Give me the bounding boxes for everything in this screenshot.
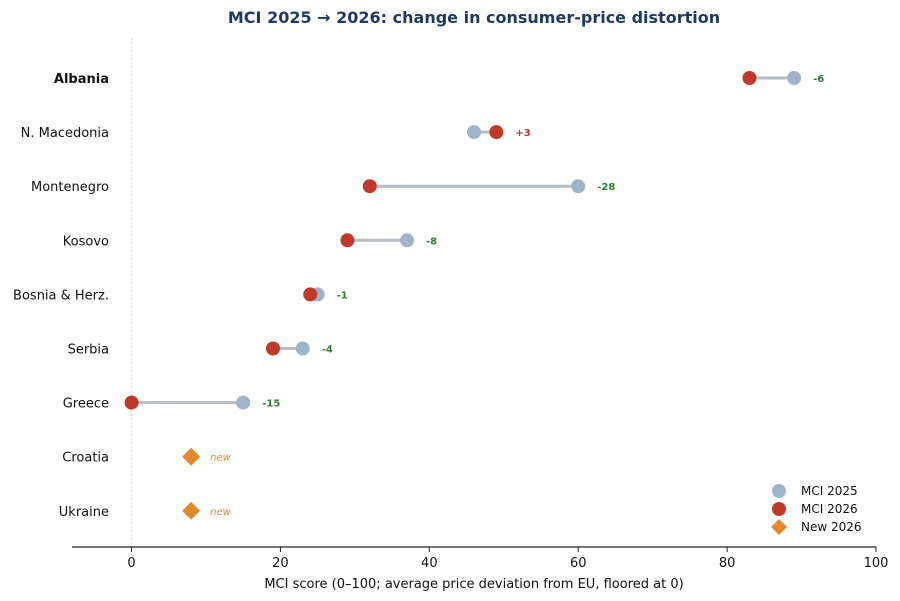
country-label: Montenegro — [31, 180, 109, 195]
delta-label: -28 — [597, 182, 615, 193]
x-tick-label: 80 — [719, 556, 736, 571]
mci-2025-point — [467, 125, 481, 140]
label-layer: Albania -6 N. Macedonia +3 Montenegro -28 Koso… — [13, 72, 824, 520]
x-axis: 0 20 40 60 80 100 — [72, 546, 889, 571]
legend: MCI 2025 MCI 2026 New 2026 — [771, 484, 862, 535]
country-label: Croatia — [62, 451, 109, 466]
mci-2026-point — [489, 125, 504, 140]
new-tag-label: new — [210, 507, 231, 518]
connector-layer — [131, 76, 795, 405]
mci-2026-point — [124, 395, 139, 410]
country-label: Serbia — [68, 343, 109, 358]
mci-2026-point — [362, 179, 377, 194]
x-tick-label: 40 — [421, 556, 438, 571]
legend-label: New 2026 — [801, 520, 862, 534]
x-tick-label: 0 — [127, 556, 135, 571]
mci-2026-point — [303, 287, 318, 302]
legend-label: MCI 2025 — [801, 484, 858, 498]
country-label: N. Macedonia — [21, 126, 109, 141]
legend-circle-marker — [772, 502, 786, 516]
mci-2025-point — [295, 341, 310, 356]
chart-title: MCI 2025 → 2026: change in consumer-pric… — [228, 8, 720, 27]
mci-2026-point — [742, 71, 757, 85]
new-2026-marker — [182, 501, 201, 520]
marker-layer — [124, 71, 802, 520]
delta-label: -15 — [262, 399, 280, 410]
delta-label: -6 — [813, 74, 824, 85]
mci-2025-point — [571, 179, 586, 194]
legend-circle-marker — [772, 484, 786, 498]
mci-2025-point — [236, 395, 251, 410]
x-tick-label: 20 — [272, 556, 289, 571]
delta-label: -4 — [322, 345, 333, 356]
delta-label: -8 — [426, 236, 437, 247]
mci-2026-point — [266, 341, 280, 356]
legend-label: MCI 2026 — [801, 502, 858, 516]
new-tag-label: new — [210, 453, 231, 464]
delta-label: +3 — [515, 128, 530, 139]
mci-2025-point — [400, 233, 414, 248]
new-2026-marker — [182, 447, 201, 466]
country-label: Bosnia & Herz. — [13, 288, 109, 303]
mci-2026-point — [340, 233, 355, 248]
legend-diamond-marker — [771, 519, 787, 535]
country-label: Ukraine — [59, 505, 109, 520]
country-label: Albania — [54, 72, 109, 87]
delta-label: -1 — [337, 290, 348, 301]
country-label: Greece — [63, 397, 109, 412]
country-label: Kosovo — [63, 234, 109, 249]
x-tick-label: 100 — [864, 556, 889, 571]
mci-2025-point — [787, 71, 802, 85]
x-tick-label: 60 — [570, 556, 587, 571]
x-axis-label: MCI score (0–100; average price deviatio… — [264, 577, 683, 592]
